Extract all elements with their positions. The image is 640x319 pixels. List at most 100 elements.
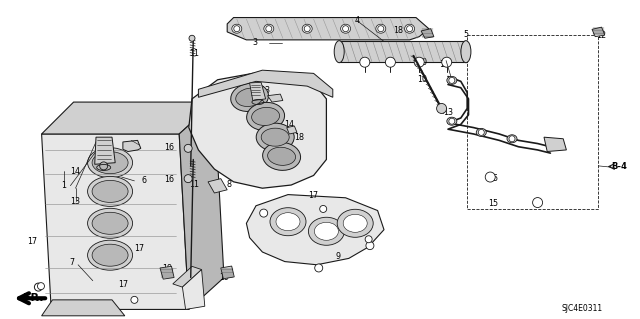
Text: 1: 1: [274, 114, 279, 122]
Circle shape: [509, 136, 515, 142]
Text: B-4: B-4: [611, 162, 627, 171]
Text: 13: 13: [260, 86, 271, 95]
Text: 2: 2: [273, 134, 278, 143]
Text: 12: 12: [596, 31, 607, 40]
Text: 17: 17: [308, 191, 319, 200]
Text: 13: 13: [439, 60, 449, 69]
Circle shape: [342, 26, 349, 32]
Text: SJC4E0311: SJC4E0311: [562, 304, 603, 313]
Polygon shape: [42, 134, 189, 309]
Circle shape: [304, 26, 310, 32]
Circle shape: [320, 205, 326, 212]
Circle shape: [131, 296, 138, 303]
Ellipse shape: [308, 217, 344, 245]
Text: 2: 2: [115, 154, 120, 163]
Circle shape: [406, 26, 413, 32]
Circle shape: [532, 197, 543, 208]
Ellipse shape: [92, 212, 128, 234]
Circle shape: [234, 26, 240, 32]
Polygon shape: [592, 27, 605, 37]
Polygon shape: [160, 266, 174, 279]
Polygon shape: [179, 102, 224, 309]
Ellipse shape: [337, 209, 373, 237]
Text: 4: 4: [355, 16, 360, 25]
Circle shape: [260, 209, 268, 217]
Ellipse shape: [246, 102, 285, 130]
Polygon shape: [173, 266, 202, 287]
Text: 17: 17: [118, 280, 129, 289]
Ellipse shape: [92, 152, 128, 174]
Text: 19: 19: [163, 264, 173, 273]
Ellipse shape: [92, 244, 128, 266]
Ellipse shape: [376, 24, 386, 33]
Polygon shape: [182, 270, 205, 309]
Ellipse shape: [261, 128, 289, 146]
Ellipse shape: [447, 117, 457, 125]
Text: 17: 17: [27, 237, 37, 246]
Polygon shape: [421, 29, 434, 38]
Text: 13: 13: [443, 108, 453, 117]
Ellipse shape: [404, 24, 415, 33]
Text: 14: 14: [284, 120, 294, 129]
Text: 8: 8: [227, 180, 232, 189]
Circle shape: [35, 283, 42, 291]
Ellipse shape: [276, 213, 300, 231]
Polygon shape: [287, 126, 297, 134]
Ellipse shape: [314, 222, 339, 240]
Ellipse shape: [302, 24, 312, 33]
Circle shape: [315, 264, 323, 272]
Circle shape: [378, 26, 384, 32]
Circle shape: [449, 78, 455, 83]
Polygon shape: [221, 266, 234, 279]
Text: 19: 19: [219, 273, 229, 282]
Ellipse shape: [231, 83, 268, 111]
Text: 18: 18: [393, 26, 403, 35]
Polygon shape: [198, 70, 333, 97]
Text: FR.: FR.: [23, 293, 44, 303]
Polygon shape: [42, 300, 125, 316]
Polygon shape: [246, 195, 384, 265]
Polygon shape: [227, 18, 429, 40]
Circle shape: [414, 57, 424, 67]
Polygon shape: [250, 82, 266, 100]
Text: 17: 17: [355, 223, 365, 232]
Text: 10: 10: [417, 75, 428, 84]
Text: 17: 17: [134, 244, 145, 253]
Polygon shape: [42, 102, 214, 134]
Ellipse shape: [262, 142, 301, 170]
Polygon shape: [339, 41, 467, 62]
Polygon shape: [208, 179, 227, 193]
Circle shape: [184, 174, 192, 183]
Ellipse shape: [476, 128, 486, 137]
Text: 16: 16: [164, 143, 174, 152]
Text: 11: 11: [189, 49, 199, 58]
Text: 7: 7: [70, 258, 75, 267]
Circle shape: [38, 283, 44, 290]
Text: 18: 18: [294, 133, 305, 142]
Ellipse shape: [334, 41, 344, 63]
Text: 10: 10: [417, 58, 428, 67]
Polygon shape: [95, 137, 115, 164]
Ellipse shape: [343, 214, 367, 232]
Circle shape: [100, 162, 108, 170]
Text: 6: 6: [141, 176, 147, 185]
Circle shape: [360, 57, 370, 67]
Polygon shape: [268, 94, 283, 102]
Ellipse shape: [264, 24, 274, 33]
Ellipse shape: [88, 240, 132, 270]
Ellipse shape: [256, 123, 294, 151]
Circle shape: [478, 130, 484, 135]
Text: 1: 1: [61, 181, 67, 190]
Ellipse shape: [88, 208, 132, 238]
Ellipse shape: [461, 41, 471, 63]
Text: 11: 11: [189, 180, 199, 189]
Text: 15: 15: [488, 174, 498, 182]
Polygon shape: [544, 137, 566, 152]
Circle shape: [485, 172, 495, 182]
Ellipse shape: [268, 147, 296, 165]
Polygon shape: [189, 73, 326, 188]
Circle shape: [385, 57, 396, 67]
Ellipse shape: [447, 76, 457, 85]
Polygon shape: [123, 140, 141, 152]
Ellipse shape: [507, 135, 517, 143]
